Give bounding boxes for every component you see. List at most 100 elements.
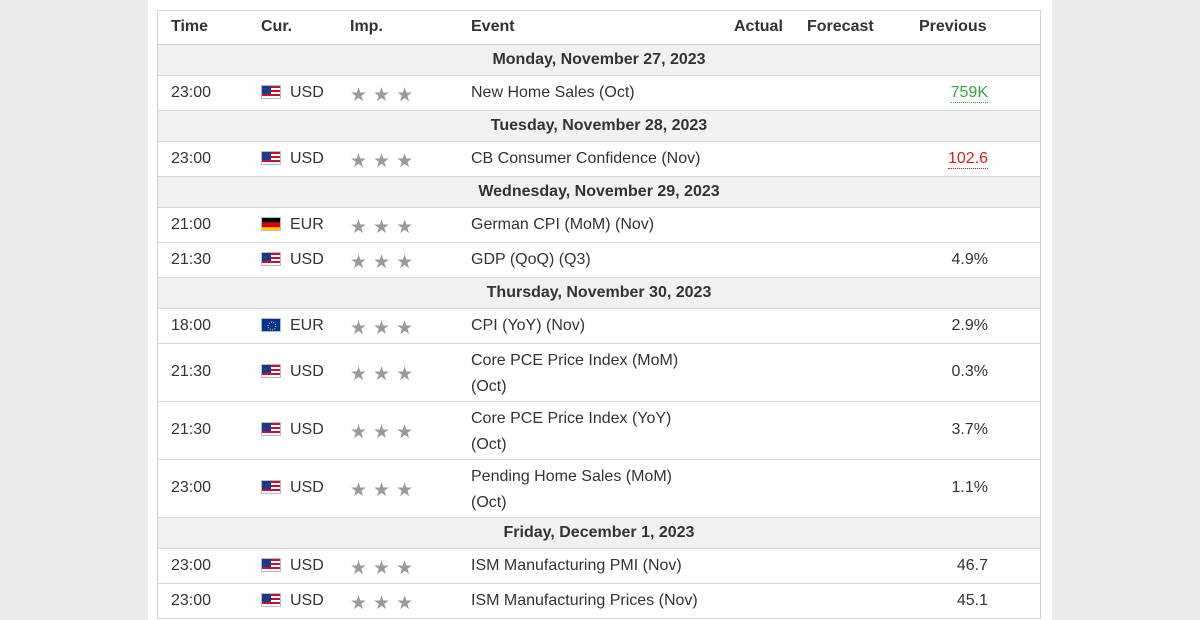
event-name[interactable]: CB Consumer Confidence (Nov) bbox=[471, 150, 701, 167]
event-time: 23:00 bbox=[171, 592, 212, 609]
event-time: 23:00 bbox=[171, 557, 212, 574]
event-previous: 759K bbox=[950, 84, 988, 103]
event-currency: EUR bbox=[261, 216, 324, 234]
date-row: Wednesday, November 29, 2023 bbox=[158, 177, 1040, 208]
star-icon: ★ bbox=[350, 252, 368, 273]
star-icon: ★ bbox=[373, 151, 391, 172]
currency-code: EUR bbox=[290, 216, 324, 233]
event-currency: USD bbox=[261, 363, 324, 381]
star-icon: ★ bbox=[396, 217, 414, 238]
event-previous: 46.7 bbox=[956, 557, 988, 574]
importance-stars: ★ ★ ★ bbox=[350, 557, 419, 580]
event-name[interactable]: ISM Manufacturing Prices (Nov) bbox=[471, 592, 698, 609]
importance-stars: ★ ★ ★ bbox=[350, 317, 419, 340]
event-row[interactable]: 21:30 USD ★ ★ ★ GDP (QoQ) (Q3) 4.9% bbox=[158, 243, 1040, 278]
header-forecast: Forecast bbox=[807, 18, 874, 35]
de-flag-icon bbox=[261, 217, 281, 231]
event-time: 23:00 bbox=[171, 84, 212, 101]
star-icon: ★ bbox=[396, 151, 414, 172]
star-icon: ★ bbox=[396, 318, 414, 339]
event-name[interactable]: ISM Manufacturing PMI (Nov) bbox=[471, 557, 682, 574]
importance-stars: ★ ★ ★ bbox=[350, 251, 419, 274]
event-name[interactable]: German CPI (MoM) (Nov) bbox=[471, 216, 655, 233]
star-icon: ★ bbox=[396, 85, 414, 106]
event-row[interactable]: 23:00 USD ★ ★ ★ ISM Manufacturing Prices (Nov… bbox=[158, 584, 1040, 619]
header-importance: Imp. bbox=[350, 18, 383, 35]
star-icon: ★ bbox=[396, 422, 414, 443]
event-row[interactable]: 21:30 USD ★ ★ ★ Core PCE Price Index (MoM) (O… bbox=[158, 344, 1040, 402]
currency-code: USD bbox=[290, 150, 324, 167]
date-row: Friday, December 1, 2023 bbox=[158, 518, 1040, 549]
header-time: Time bbox=[171, 18, 209, 35]
event-previous: 2.9% bbox=[951, 317, 988, 334]
us-flag-icon bbox=[261, 422, 281, 436]
currency-code: USD bbox=[290, 421, 324, 438]
header-actual: Actual bbox=[734, 18, 783, 35]
star-icon: ★ bbox=[373, 480, 391, 501]
event-previous: 0.3% bbox=[951, 363, 988, 380]
event-row[interactable]: 21:30 USD ★ ★ ★ Core PCE Price Index (YoY) (O… bbox=[158, 402, 1040, 460]
star-icon: ★ bbox=[396, 558, 414, 579]
event-currency: USD bbox=[261, 592, 324, 610]
currency-code: USD bbox=[290, 592, 324, 609]
event-row[interactable]: 23:00 USD ★ ★ ★ CB Consumer Confidence (Nov) 1… bbox=[158, 142, 1040, 177]
event-name[interactable]: CPI (YoY) (Nov) bbox=[471, 317, 586, 334]
event-name[interactable]: GDP (QoQ) (Q3) bbox=[471, 251, 591, 268]
event-currency: USD bbox=[261, 557, 324, 575]
event-currency: USD bbox=[261, 84, 324, 102]
star-icon: ★ bbox=[396, 593, 414, 614]
event-time: 23:00 bbox=[171, 479, 212, 496]
event-name[interactable]: Pending Home Sales (MoM) (Oct) bbox=[471, 468, 672, 511]
header-previous: Previous bbox=[919, 18, 987, 35]
us-flag-icon bbox=[261, 252, 281, 266]
calendar-panel: Time Cur. Imp. Event Actual Forecast Pre… bbox=[148, 0, 1052, 620]
event-time: 21:30 bbox=[171, 251, 212, 268]
star-icon: ★ bbox=[373, 558, 391, 579]
event-row[interactable]: 23:00 USD ★ ★ ★ ISM Manufacturing PMI (Nov) 46… bbox=[158, 549, 1040, 584]
currency-code: USD bbox=[290, 84, 324, 101]
importance-stars: ★ ★ ★ bbox=[350, 150, 419, 173]
currency-code: EUR bbox=[290, 317, 324, 334]
event-previous: 4.9% bbox=[951, 251, 988, 268]
star-icon: ★ bbox=[350, 480, 368, 501]
event-row[interactable]: 23:00 USD ★ ★ ★ Pending Home Sales (MoM) (Oct… bbox=[158, 460, 1040, 518]
importance-stars: ★ ★ ★ bbox=[350, 84, 419, 107]
header-currency: Cur. bbox=[261, 18, 293, 35]
star-icon: ★ bbox=[350, 364, 368, 385]
eu-flag-icon bbox=[261, 318, 281, 332]
us-flag-icon bbox=[261, 480, 281, 494]
star-icon: ★ bbox=[350, 217, 368, 238]
event-previous: 1.1% bbox=[951, 479, 988, 496]
star-icon: ★ bbox=[350, 593, 368, 614]
event-time: 18:00 bbox=[171, 317, 212, 334]
star-icon: ★ bbox=[396, 480, 414, 501]
star-icon: ★ bbox=[373, 422, 391, 443]
star-icon: ★ bbox=[350, 422, 368, 443]
us-flag-icon bbox=[261, 151, 281, 165]
importance-stars: ★ ★ ★ bbox=[350, 479, 419, 502]
star-icon: ★ bbox=[350, 558, 368, 579]
star-icon: ★ bbox=[373, 85, 391, 106]
star-icon: ★ bbox=[373, 252, 391, 273]
us-flag-icon bbox=[261, 558, 281, 572]
currency-code: USD bbox=[290, 479, 324, 496]
event-row[interactable]: 18:00 EUR ★ ★ ★ CPI (YoY) (Nov) 2.9% bbox=[158, 309, 1040, 344]
star-icon: ★ bbox=[373, 318, 391, 339]
currency-code: USD bbox=[290, 557, 324, 574]
star-icon: ★ bbox=[396, 252, 414, 273]
event-row[interactable]: 23:00 USD ★ ★ ★ New Home Sales (Oct) 759K bbox=[158, 76, 1040, 111]
event-name[interactable]: New Home Sales (Oct) bbox=[471, 84, 635, 101]
star-icon: ★ bbox=[373, 593, 391, 614]
event-name[interactable]: Core PCE Price Index (YoY) (Oct) bbox=[471, 410, 672, 453]
event-time: 21:00 bbox=[171, 216, 212, 233]
event-time: 21:30 bbox=[171, 421, 212, 438]
event-previous: 3.7% bbox=[951, 421, 988, 438]
economic-calendar-table: Time Cur. Imp. Event Actual Forecast Pre… bbox=[157, 10, 1041, 619]
event-name[interactable]: Core PCE Price Index (MoM) (Oct) bbox=[471, 352, 679, 395]
star-icon: ★ bbox=[350, 318, 368, 339]
event-currency: USD bbox=[261, 251, 324, 269]
star-icon: ★ bbox=[350, 151, 368, 172]
event-previous: 102.6 bbox=[947, 150, 988, 169]
event-currency: EUR bbox=[261, 317, 324, 335]
event-row[interactable]: 21:00 EUR ★ ★ ★ German CPI (MoM) (Nov) bbox=[158, 208, 1040, 243]
